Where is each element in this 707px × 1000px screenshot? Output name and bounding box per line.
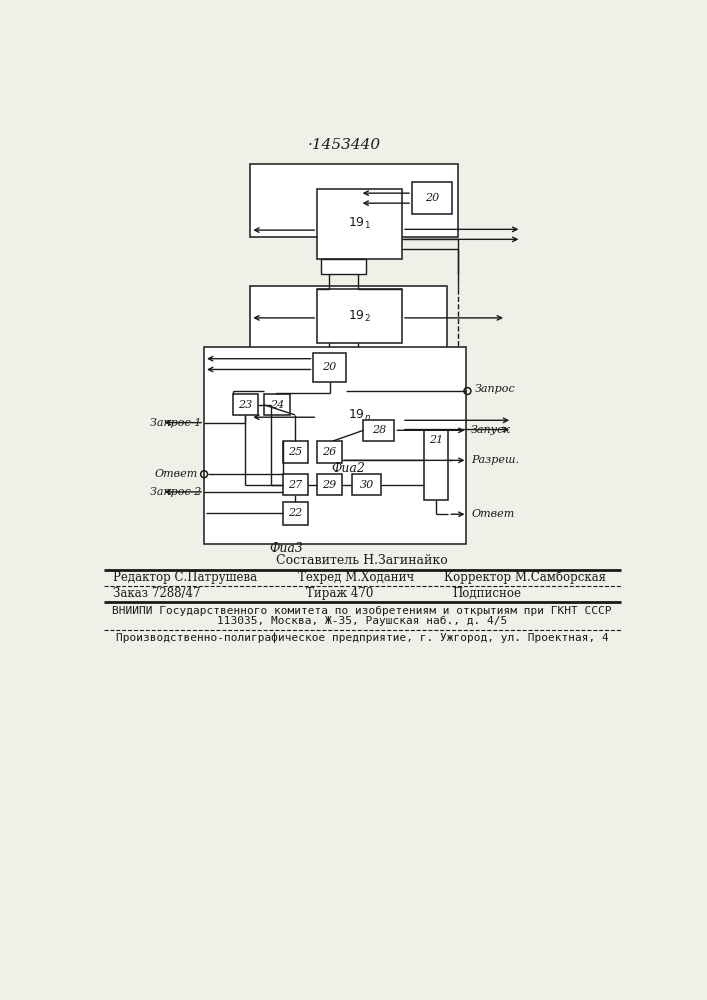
Bar <box>317 474 342 495</box>
Text: Разреш.: Разреш. <box>472 455 520 465</box>
Text: Редактор С.Патрушева: Редактор С.Патрушева <box>113 571 257 584</box>
Text: Корректор М.Самборская: Корректор М.Самборская <box>444 571 607 584</box>
Text: $19_2$: $19_2$ <box>349 309 371 324</box>
Text: 21: 21 <box>428 435 443 445</box>
Bar <box>250 382 447 451</box>
Text: Техред М.Ходанич: Техред М.Ходанич <box>298 571 414 584</box>
Text: Запуск: Запуск <box>472 425 511 435</box>
Text: 30: 30 <box>359 480 374 490</box>
Bar <box>412 182 452 214</box>
Text: Тираж 470: Тираж 470 <box>305 587 373 600</box>
Bar <box>352 474 381 495</box>
Bar <box>321 259 366 274</box>
Text: Заказ 7288/47: Заказ 7288/47 <box>113 587 201 600</box>
Text: Ответ: Ответ <box>472 509 515 519</box>
Text: 23: 23 <box>238 400 252 410</box>
Bar <box>283 441 308 463</box>
Text: Ответ: Ответ <box>155 469 198 479</box>
Text: ВНИИПИ Государственного комитета по изобретениям и открытиям при ГКНТ СССР: ВНИИПИ Государственного комитета по изоб… <box>112 606 612 616</box>
Text: Фиа2: Фиа2 <box>331 462 365 475</box>
Text: Подписное: Подписное <box>452 587 521 600</box>
Text: Запрос 2: Запрос 2 <box>150 487 201 497</box>
Bar <box>317 289 402 343</box>
Bar <box>317 441 342 463</box>
Text: 113035, Москва, Ж-35, Раушская наб., д. 4/5: 113035, Москва, Ж-35, Раушская наб., д. … <box>217 615 507 626</box>
Text: Фиа3: Фиа3 <box>269 542 303 555</box>
Text: 27: 27 <box>288 480 303 490</box>
Text: 20: 20 <box>425 193 439 203</box>
Text: 25: 25 <box>288 447 303 457</box>
Text: Составитель Н.Загинайко: Составитель Н.Загинайко <box>276 554 448 567</box>
Bar <box>313 353 346 382</box>
Bar <box>233 394 258 415</box>
Text: 24: 24 <box>270 400 284 410</box>
Text: Производственно-полиграфическое предприятие, г. Ужгород, ул. Проектная, 4: Производственно-полиграфическое предприя… <box>115 632 608 643</box>
Text: $19_1$: $19_1$ <box>349 216 371 231</box>
Text: 22: 22 <box>288 508 303 518</box>
Bar <box>423 430 448 500</box>
Text: 29: 29 <box>322 480 337 490</box>
Text: 20: 20 <box>322 362 337 372</box>
Text: $19_n$: $19_n$ <box>348 408 371 423</box>
Bar <box>250 286 447 351</box>
Bar <box>317 189 402 259</box>
Bar <box>363 420 395 441</box>
Bar <box>250 164 458 237</box>
Bar <box>204 347 466 544</box>
Text: Запрос 1: Запрос 1 <box>150 418 201 428</box>
Bar <box>321 353 366 368</box>
Text: ·1453440: ·1453440 <box>308 138 381 152</box>
Text: 28: 28 <box>372 425 386 435</box>
Text: Запрос: Запрос <box>475 384 516 394</box>
Bar <box>283 502 308 525</box>
Bar <box>264 394 290 415</box>
Bar <box>283 474 308 495</box>
Text: 26: 26 <box>322 447 337 457</box>
Bar <box>317 389 402 442</box>
